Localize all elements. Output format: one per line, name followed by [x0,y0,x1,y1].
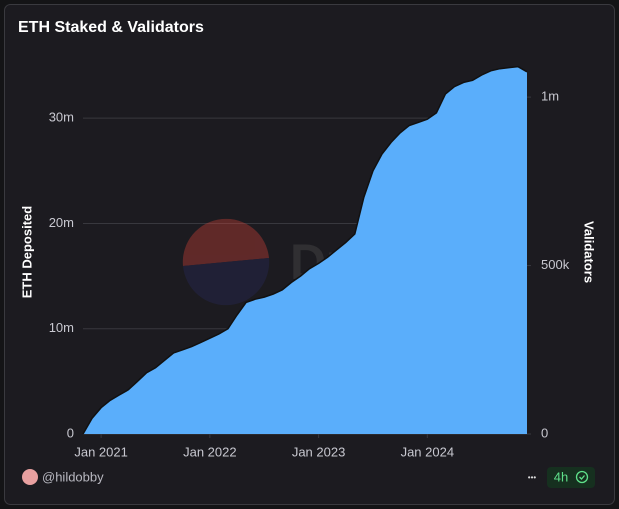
avatar[interactable] [22,469,38,485]
x-tick-label: Jan 2021 [74,444,128,459]
menu-button[interactable]: ••• [528,473,537,482]
check-icon [579,475,585,480]
check-icon [575,470,589,484]
freshness: 4h [554,469,568,484]
y2-axis-title: Validators [582,221,597,283]
watermark-logo [183,258,270,306]
area [83,66,527,434]
y-axis-title: ETH Deposited [19,206,34,299]
x-tick-label: Jan 2024 [401,444,455,459]
y2-tick-label: 0 [541,425,548,440]
y2-tick-label: 1m [541,89,559,104]
area-outline [82,65,528,435]
y-tick-label: 0 [67,425,74,440]
y-tick-label: 30m [49,110,74,125]
chart-title: ETH Staked & Validators [18,19,204,36]
y2-tick-label: 500k [541,257,570,272]
watermark-logo [182,218,269,266]
x-tick-label: Jan 2022 [183,444,237,459]
x-tick-label: Jan 2023 [292,444,346,459]
y-tick-label: 20m [49,215,74,230]
author[interactable]: @hildobby [42,469,104,484]
y-tick-label: 10m [49,320,74,335]
